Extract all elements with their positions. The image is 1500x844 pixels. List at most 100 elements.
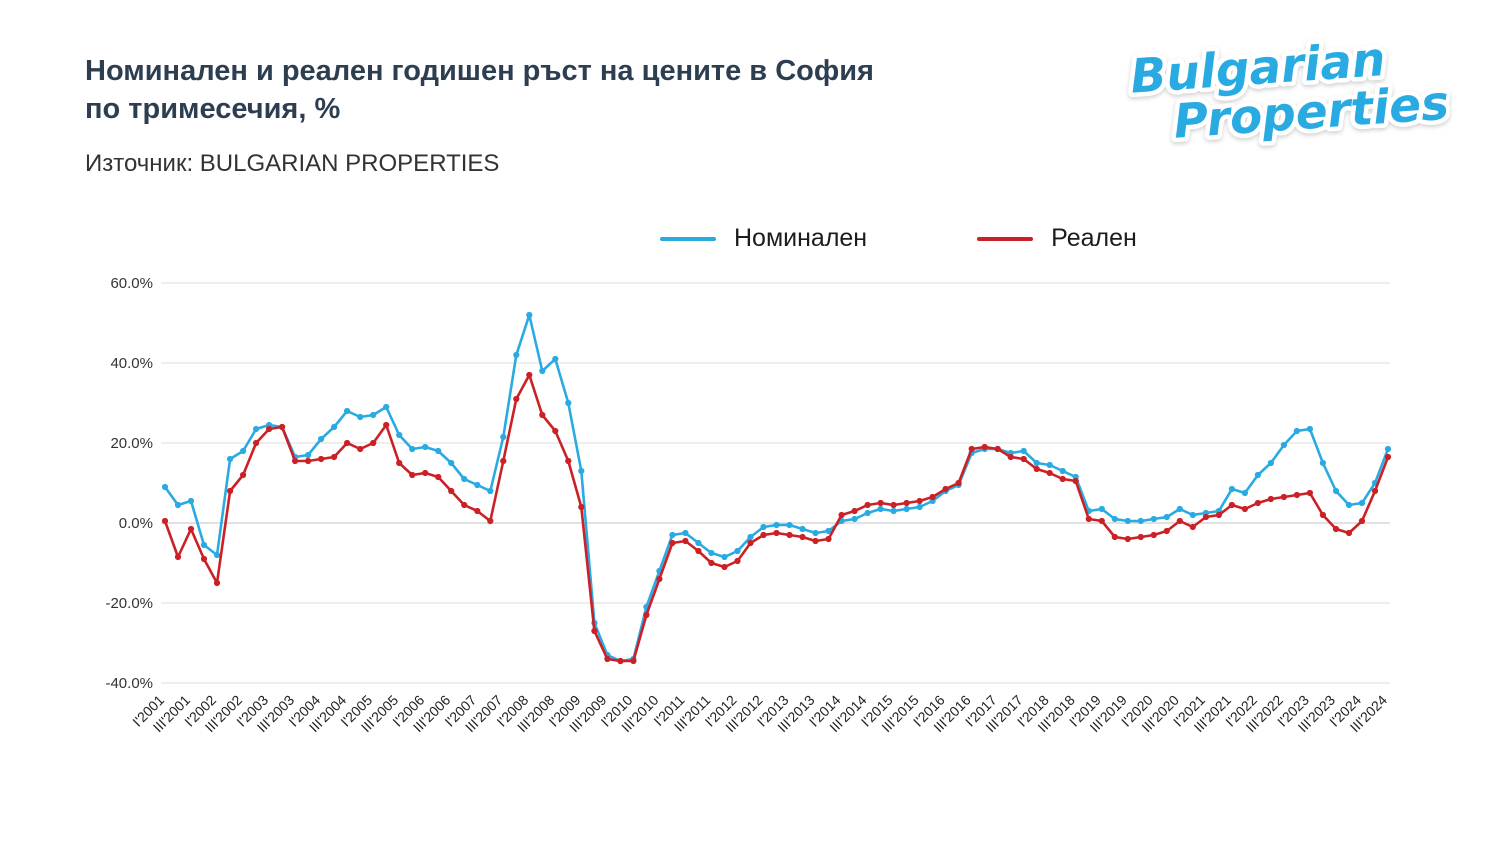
data-point <box>422 469 429 477</box>
data-point <box>318 455 325 463</box>
data-point <box>669 539 676 547</box>
legend-label-nominal: Номинален <box>734 224 868 252</box>
data-point <box>1189 511 1196 519</box>
legend-swatch-real <box>977 236 1034 241</box>
data-point <box>1384 445 1392 453</box>
data-point <box>734 547 741 555</box>
data-point <box>396 431 403 439</box>
data-point <box>916 503 923 511</box>
data-point <box>1020 447 1027 455</box>
y-axis-tick-label: 60.0% <box>110 275 153 292</box>
data-point <box>916 497 923 505</box>
data-point <box>1059 475 1066 483</box>
data-point <box>1202 513 1209 521</box>
data-point <box>1098 517 1105 525</box>
data-point <box>1241 489 1248 497</box>
data-point <box>227 487 234 495</box>
data-point <box>305 451 312 459</box>
data-point <box>1046 461 1053 469</box>
data-point <box>383 403 390 411</box>
data-point <box>409 471 416 479</box>
data-point <box>643 611 650 619</box>
bulgarian-properties-logo: Bulgarian Properties <box>1124 30 1450 154</box>
data-point <box>1319 511 1326 519</box>
data-point <box>1358 517 1366 525</box>
data-point <box>825 535 832 543</box>
data-point <box>396 459 403 467</box>
data-point <box>461 501 468 509</box>
data-point <box>513 351 520 359</box>
data-point <box>161 483 169 491</box>
data-point <box>786 531 793 539</box>
data-point <box>1111 515 1118 523</box>
series-real <box>161 371 1392 665</box>
data-point <box>174 553 182 561</box>
data-point <box>747 533 754 541</box>
data-point <box>1033 459 1040 467</box>
data-point <box>187 525 195 533</box>
data-point <box>526 311 533 319</box>
data-point <box>1033 465 1040 473</box>
data-point <box>1176 505 1183 513</box>
data-point <box>1163 513 1170 521</box>
data-point <box>331 423 338 431</box>
data-point <box>682 537 689 545</box>
data-point <box>526 371 533 379</box>
line-chart: 60.0%40.0%20.0%0.0%-20.0%-40.0%I'2001III… <box>105 275 1392 735</box>
data-point <box>864 501 871 509</box>
y-axis-tick-label: 40.0% <box>110 355 153 372</box>
y-axis-tick-label: -40.0% <box>105 675 153 692</box>
data-point <box>981 443 988 451</box>
data-point <box>604 655 611 663</box>
data-point <box>552 427 559 435</box>
data-point <box>357 445 364 453</box>
data-point <box>1293 427 1300 435</box>
data-point <box>669 531 676 539</box>
data-point <box>1215 511 1222 519</box>
data-point <box>357 413 364 421</box>
data-point <box>461 475 468 483</box>
data-point <box>487 487 494 495</box>
data-point <box>747 539 754 547</box>
legend-item-nominal: Номинален <box>660 224 867 253</box>
data-point <box>786 521 793 529</box>
data-point <box>994 445 1001 453</box>
data-point <box>552 355 559 363</box>
data-point <box>630 657 637 665</box>
data-point <box>1306 425 1313 433</box>
data-point <box>1332 525 1340 533</box>
data-point <box>838 511 845 519</box>
data-point <box>760 523 767 531</box>
data-point <box>1241 505 1248 513</box>
data-point <box>1267 495 1274 503</box>
data-point <box>1137 533 1144 541</box>
data-point <box>695 547 702 555</box>
data-point <box>825 527 832 535</box>
data-point <box>500 433 507 441</box>
data-point <box>1085 515 1092 523</box>
y-axis-tick-label: -20.0% <box>105 595 153 612</box>
data-point <box>253 439 260 447</box>
data-point <box>474 507 481 515</box>
data-point <box>1280 441 1287 449</box>
data-point <box>513 395 520 403</box>
data-point <box>344 407 351 415</box>
y-axis-tick-label: 20.0% <box>110 435 153 452</box>
data-point <box>305 457 312 465</box>
data-point <box>1137 517 1144 525</box>
data-point <box>1345 501 1353 509</box>
data-point <box>1176 517 1183 525</box>
data-point <box>903 499 910 507</box>
data-point <box>1163 527 1170 535</box>
data-point <box>682 529 689 537</box>
data-point <box>370 439 377 447</box>
data-point <box>448 487 455 495</box>
legend-swatch-nominal <box>660 236 716 241</box>
data-point <box>1007 453 1014 461</box>
data-point <box>721 553 728 561</box>
data-point <box>1293 491 1300 499</box>
data-point <box>539 411 546 419</box>
data-point <box>708 559 715 567</box>
data-point <box>864 509 871 517</box>
